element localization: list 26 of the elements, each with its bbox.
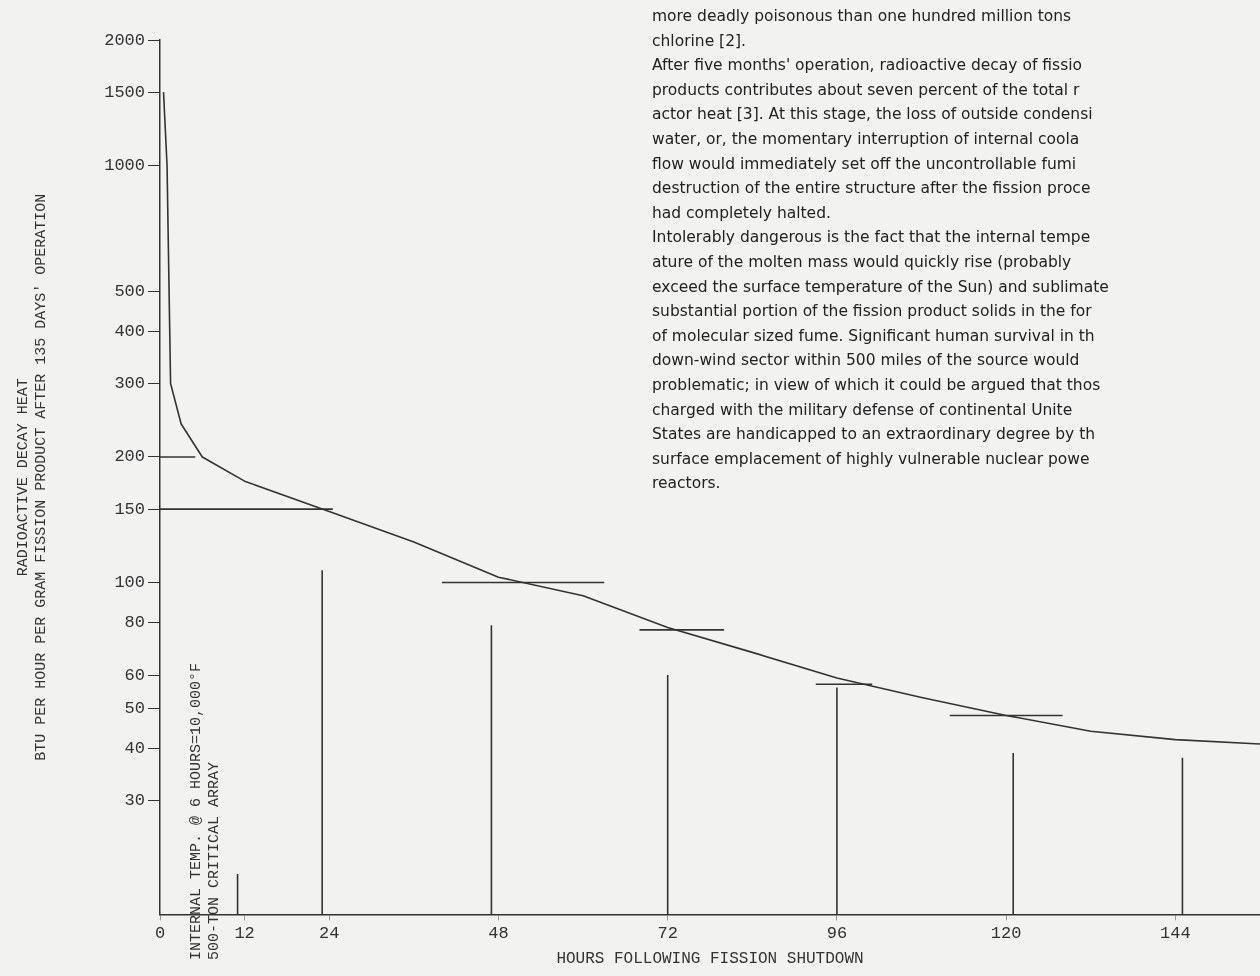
y-tick-label: 100 <box>114 573 145 593</box>
y-tick-label: 2000 <box>104 30 145 50</box>
y-tick-label: 80 <box>124 613 145 633</box>
y-tick-label: 50 <box>124 698 145 718</box>
y-tick-label: 500 <box>114 281 145 301</box>
x-tick-label: 120 <box>990 924 1022 944</box>
y-tick-label: 1500 <box>104 82 145 102</box>
y-tick-label: 200 <box>114 447 145 467</box>
annotation: INTERNAL TEMP. @ 6 HOURS=10,000°F 500-TON CRITICAL ARRAY <box>188 662 224 960</box>
y-tick-label: 30 <box>124 791 145 811</box>
x-tick-label: 96 <box>826 924 848 944</box>
y-tick-label: 40 <box>124 738 145 758</box>
x-tick-label: 24 <box>319 924 340 944</box>
y-tick-label: 300 <box>114 374 145 394</box>
x-tick-label: 72 <box>657 924 678 944</box>
x-tick-label: 48 <box>488 924 509 944</box>
x-tick-label: 12 <box>234 924 255 944</box>
x-tick-label: 144 <box>1160 924 1191 944</box>
y-tick-label: 400 <box>114 321 145 341</box>
text: more deadly poisonous than one hundred million tons chlorine [2]. After five months' operation, radioactive decay of fissio products contributes about seven percent of the total r actor heat [3]. At this stage, the loss of outside condensi water, or, the momentary interruption of internal coola flow would immediately set off the uncontrollable fumi destruction of the entire structure after the fission proce had completely halted. Intolerably dangerous is the fact that the internal tempe ature of the molten mass would quickly rise (probably exceed the surface temperature of the Sun) and sublimate substantial portion of the fission product solids in the for of molecular sized fume. Significant human survival in th down-wind sector within 500 miles of the source would problematic; in view of which it could be argued that thos charged with the military defense of continental Unite States are handicapped to an extraordinary degree by th surface emplacement of highly vulnerable nuclear powe reactors. <box>652 7 1109 493</box>
y-tick-label: 60 <box>124 665 145 685</box>
x-axis-title: HOURS FOLLOWING FISSION SHUTDOWN <box>556 949 864 968</box>
y-axis-title: RADIOACTIVE DECAY HEAT BTU PER HOUR PER GRAM FISSION PRODUCT AFTER 135 DAYS' OPERATION <box>14 193 50 761</box>
x-tick-label: 0 <box>154 924 166 944</box>
y-tick-label: 150 <box>114 499 145 519</box>
y-tick-label: 1000 <box>104 156 145 176</box>
